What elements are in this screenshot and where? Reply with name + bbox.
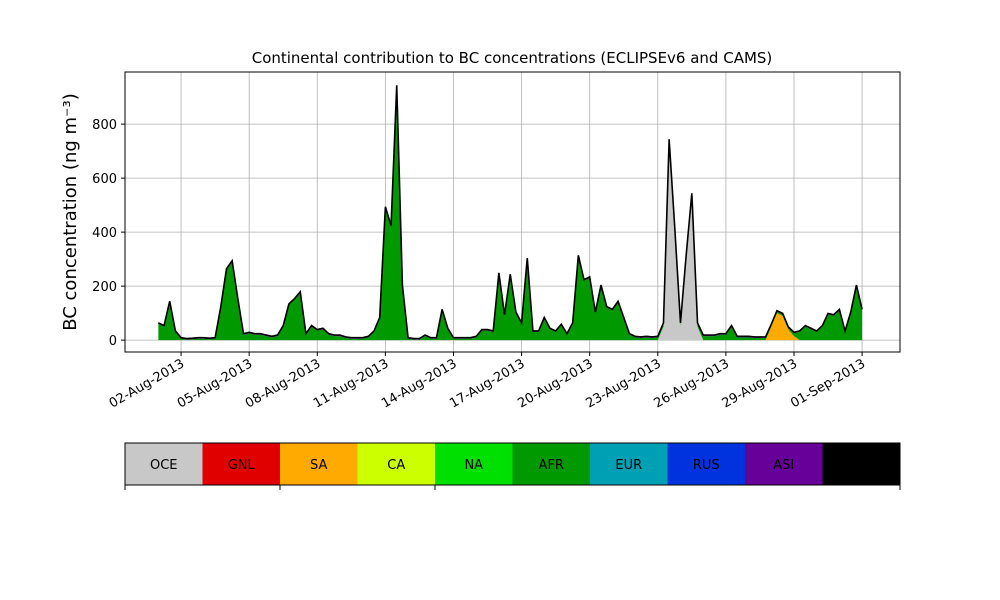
legend-swatch [125,443,203,485]
legend-label: OCE [150,458,178,473]
legend-label: RUS [693,458,720,473]
x-tick-label: 08-Aug-2013 [243,356,323,411]
legend-label: GNL [228,458,256,473]
x-tick-label: 11-Aug-2013 [311,356,391,411]
legend-label: SA [310,458,327,473]
y-tick-label: 400 [92,226,117,241]
grid [125,72,900,352]
axes: 0 200 400 600 800 02-Aug-201305-Aug-201308-Au… [92,118,868,411]
plot-frame [124,71,901,353]
legend-swatch [202,443,281,485]
x-tick-label: 20-Aug-2013 [515,356,595,411]
legend-swatch [822,443,901,485]
area [158,86,863,341]
legend-swatch [512,443,591,485]
legend-label: ASI [773,458,794,473]
legend-swatch [590,443,668,485]
y-tick-label: 600 [92,172,117,187]
x-tick-label: 23-Aug-2013 [583,356,663,411]
x-tick-label: 14-Aug-2013 [379,356,459,411]
x-tick-label: 29-Aug-2013 [720,356,800,411]
legend-swatch [667,443,746,485]
legend-swatch [280,443,358,485]
y-tick-label: 200 [92,280,117,295]
area [158,143,863,341]
legend-label: EUR [615,458,642,473]
x-tick-label: 01-Sep-2013 [788,356,868,411]
legend-swatch [745,443,823,485]
colorbar-frame [124,442,901,486]
legend-label: AUS [848,458,875,473]
legend-swatch [357,443,436,485]
legend-label: CA [387,458,405,473]
y-axis-label: BC concentration (ng m⁻³) [60,93,81,331]
colorbar-ticks [124,485,901,490]
area [158,85,863,340]
legend-label: NA [464,458,483,473]
x-tick-label: 02-Aug-2013 [107,356,187,411]
y-tick-label: 800 [92,118,117,133]
y-tick-label: 0 [109,334,117,349]
x-tick-label: 05-Aug-2013 [175,356,255,411]
colorbar: OCE GNL SA CA NA AFR EUR RUS ASI AUS [125,443,901,485]
legend-swatch [435,443,513,485]
legend-label: AFR [539,458,564,473]
chart-title: Continental contribution to BC concentra… [252,49,773,67]
areas [158,85,863,341]
x-tick-label: 26-Aug-2013 [652,356,732,411]
x-tick-label: 17-Aug-2013 [447,356,527,411]
